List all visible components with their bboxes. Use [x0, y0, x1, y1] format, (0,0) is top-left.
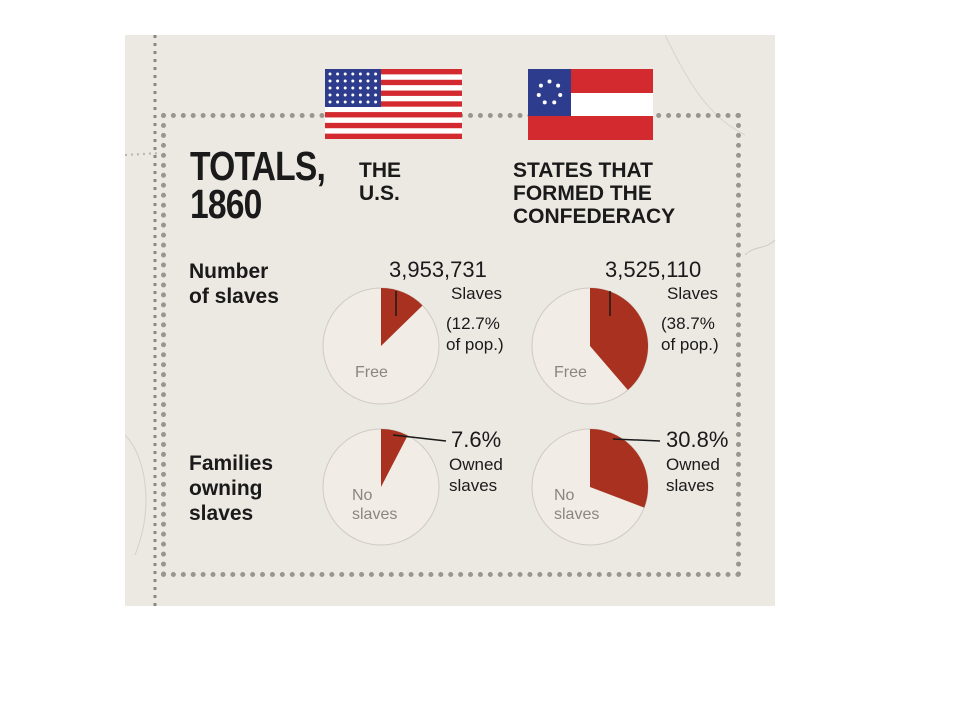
title-line-1: TOTALS,	[190, 143, 326, 189]
pie-confederacy-families	[531, 428, 649, 546]
leader-lines	[392, 291, 661, 442]
pie-us-slaves	[322, 287, 440, 405]
leader-us-families	[392, 434, 447, 442]
conf-slaves-count: 3,525,110	[605, 257, 702, 282]
row-label-number-of-slaves: Number of slaves	[189, 259, 279, 309]
us-slaves-pct-line-1: (12.7%	[446, 314, 500, 333]
free-label-confederacy: Free	[554, 364, 587, 381]
us-flag-icon	[325, 69, 462, 139]
no-slaves-us-line-2: slaves	[352, 506, 398, 523]
confederate-flag-icon	[528, 69, 653, 140]
row-families-line-2: owning	[189, 477, 263, 500]
no-slaves-label-us: No slaves	[352, 486, 397, 524]
conf-header-line-1: STATES THAT	[513, 159, 653, 182]
us-families-line-2: slaves	[449, 476, 498, 495]
no-slaves-conf-line-2: slaves	[554, 506, 600, 523]
us-slaves-pct: (12.7% of pop.)	[446, 313, 504, 355]
us-slaves-word: Slaves	[451, 284, 503, 303]
row-label-families: Families owning slaves	[189, 451, 273, 526]
us-families-line-1: Owned	[449, 455, 503, 474]
chart-title: TOTALS, 1860	[190, 143, 326, 227]
infographic-panel: TOTALS, 1860 THE U.S. STATES THAT FORMED…	[125, 35, 775, 606]
pie-us-families	[322, 428, 440, 546]
conf-slaves-pct-line-2: of pop.)	[661, 335, 719, 354]
row-families-line-3: slaves	[189, 502, 254, 525]
us-slaves-pct-line-2: of pop.)	[446, 335, 504, 354]
conf-families-line-1: Owned	[666, 455, 720, 474]
pie-us-slaves-highlight-slice	[381, 288, 423, 346]
conf-slaves-pct-line-1: (38.7%	[661, 314, 715, 333]
us-column-header: THE U.S.	[359, 159, 401, 205]
us-header-line-1: THE	[359, 159, 401, 182]
us-families-pct: 7.6%	[451, 427, 502, 452]
pie-confederacy-slaves-highlight-slice	[590, 288, 648, 390]
us-slaves-count: 3,953,731	[389, 257, 487, 282]
no-slaves-us-line-1: No	[352, 487, 373, 504]
conf-slaves-pct: (38.7% of pop.)	[661, 313, 719, 355]
row-slaves-line-2: of slaves	[189, 285, 279, 308]
conf-header-line-3: CONFEDERACY	[513, 205, 676, 228]
leader-conf-families	[612, 438, 661, 442]
row-families-line-1: Families	[189, 452, 274, 475]
pie-us-families-highlight-slice	[381, 429, 408, 487]
confederacy-column-header: STATES THAT FORMED THE CONFEDERACY	[513, 159, 675, 228]
us-families-owned: Owned slaves	[449, 454, 503, 496]
no-slaves-conf-line-1: No	[554, 487, 575, 504]
conf-families-line-2: slaves	[666, 476, 715, 495]
pie-confederacy-slaves	[531, 287, 649, 405]
title-line-2: 1860	[190, 181, 262, 227]
pie-confederacy-families-highlight-slice	[590, 429, 648, 508]
row-slaves-line-1: Number	[189, 260, 269, 283]
us-header-line-2: U.S.	[359, 182, 400, 205]
conf-families-pct: 30.8%	[666, 427, 729, 452]
free-label-us: Free	[355, 364, 388, 381]
conf-families-owned: Owned slaves	[666, 454, 720, 496]
conf-header-line-2: FORMED THE	[513, 182, 652, 205]
map-background	[125, 35, 775, 606]
no-slaves-label-confederacy: No slaves	[554, 486, 599, 524]
conf-slaves-word: Slaves	[667, 284, 719, 303]
